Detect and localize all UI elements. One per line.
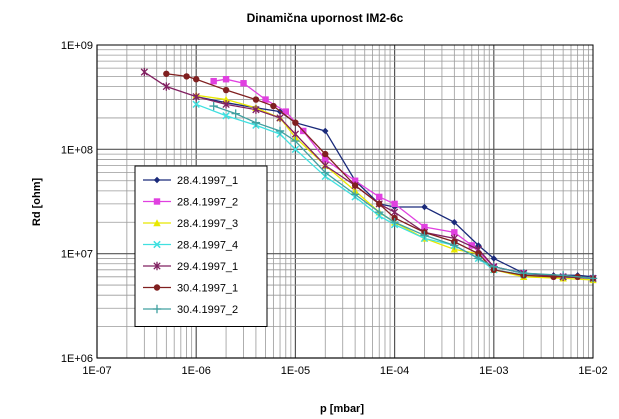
data-point xyxy=(163,70,170,77)
data-point xyxy=(391,214,398,222)
legend-marker xyxy=(153,219,161,227)
data-point xyxy=(140,67,148,77)
data-point xyxy=(209,101,218,111)
legend-entry: 30.4.1997_1 xyxy=(143,283,238,295)
data-point xyxy=(376,200,383,208)
data-point xyxy=(292,119,299,126)
legend-entry: 28.4.1997_1 xyxy=(143,175,238,187)
plot-frame xyxy=(96,44,594,359)
series-layer xyxy=(140,67,598,284)
data-point xyxy=(376,193,383,201)
x-tick-label: 1E-07 xyxy=(82,365,111,377)
x-tick-label: 1E-04 xyxy=(380,365,409,377)
legend-label: 28.4.1997_4 xyxy=(177,240,238,252)
data-point xyxy=(262,96,269,103)
data-point xyxy=(474,254,483,263)
legend-entry: 28.4.1997_4 xyxy=(143,240,238,252)
legend-entry: 30.4.1997_2 xyxy=(143,304,238,316)
legend-label: 30.4.1997_1 xyxy=(177,283,238,295)
legend-box xyxy=(134,165,268,327)
data-point xyxy=(210,77,217,85)
y-tick-label: 1E+08 xyxy=(61,144,93,156)
data-point xyxy=(222,95,230,103)
data-point xyxy=(222,76,230,83)
data-point xyxy=(193,76,200,83)
series-line xyxy=(213,105,594,279)
data-point xyxy=(321,168,330,177)
data-point xyxy=(450,241,459,250)
legend-marker xyxy=(153,261,161,271)
legend-label: 28.4.1997_1 xyxy=(177,175,238,187)
series-7 xyxy=(209,101,598,283)
x-tick-label: 1E-03 xyxy=(479,365,508,377)
data-point xyxy=(222,100,230,109)
data-point xyxy=(421,223,428,231)
y-tick-label: 1E+07 xyxy=(61,249,93,261)
data-point xyxy=(192,92,200,101)
data-point xyxy=(322,127,329,135)
data-point xyxy=(451,229,458,236)
legend-entry: 28.4.1997_3 xyxy=(143,218,238,230)
data-point xyxy=(558,271,568,280)
data-point xyxy=(251,118,261,127)
legend-label: 28.4.1997_2 xyxy=(177,197,238,209)
legend-entry: 28.4.1997_2 xyxy=(143,197,238,209)
data-point xyxy=(240,80,247,87)
tick-labels: 1E-07 1E-06 1E-05 1E-04 1E-03 1E-02 1E+09 1E+08… xyxy=(61,40,608,377)
y-tick-label: 1E+06 xyxy=(61,353,93,365)
data-point xyxy=(391,200,398,208)
data-point xyxy=(291,145,300,154)
y-axis-label: Rd [ohm] xyxy=(31,178,43,227)
data-point xyxy=(291,136,300,146)
data-point xyxy=(351,177,359,184)
x-tick-label: 1E-02 xyxy=(578,365,607,377)
data-point xyxy=(519,268,528,278)
data-point xyxy=(489,262,498,271)
data-point xyxy=(390,218,399,227)
chart-title: Dinamična upornost IM2-6c xyxy=(247,11,404,25)
data-point xyxy=(231,109,240,118)
data-point xyxy=(282,108,289,115)
x-axis-label: p [mbar] xyxy=(320,403,364,415)
legend-marker xyxy=(153,240,161,249)
data-point xyxy=(350,190,360,199)
data-point xyxy=(588,274,598,283)
x-tick-label: 1E-05 xyxy=(281,365,310,377)
data-point xyxy=(162,82,170,91)
data-point xyxy=(192,100,200,109)
data-point xyxy=(490,255,497,262)
data-point xyxy=(276,113,284,123)
data-point xyxy=(275,126,285,136)
legend-entry: 29.4.1997_1 xyxy=(143,261,238,273)
data-point xyxy=(420,231,429,240)
data-point xyxy=(375,207,384,217)
legend-marker xyxy=(153,176,161,184)
data-point xyxy=(222,86,230,94)
x-tick-label: 1E-06 xyxy=(182,365,211,377)
data-point xyxy=(351,182,359,189)
data-point xyxy=(421,203,428,211)
legend-label: 29.4.1997_1 xyxy=(177,261,238,273)
legend-marker xyxy=(152,304,162,314)
legend-label: 30.4.1997_2 xyxy=(177,304,238,316)
data-point xyxy=(451,219,458,226)
data-point xyxy=(468,242,475,249)
data-point xyxy=(252,96,260,103)
data-point xyxy=(183,73,190,80)
data-point xyxy=(270,102,277,110)
legend-marker xyxy=(153,198,161,205)
data-point xyxy=(475,250,482,257)
legend-marker xyxy=(153,284,161,291)
legend-label: 28.4.1997_3 xyxy=(177,218,238,230)
data-point xyxy=(322,156,329,163)
data-point xyxy=(322,150,329,158)
y-tick-label: 1E+09 xyxy=(61,40,93,52)
data-point xyxy=(222,111,230,120)
data-point xyxy=(252,105,260,114)
legend: 28.4.1997_1 28.4.1997_2 28.4.1997_3 28.4.19… xyxy=(134,165,268,327)
